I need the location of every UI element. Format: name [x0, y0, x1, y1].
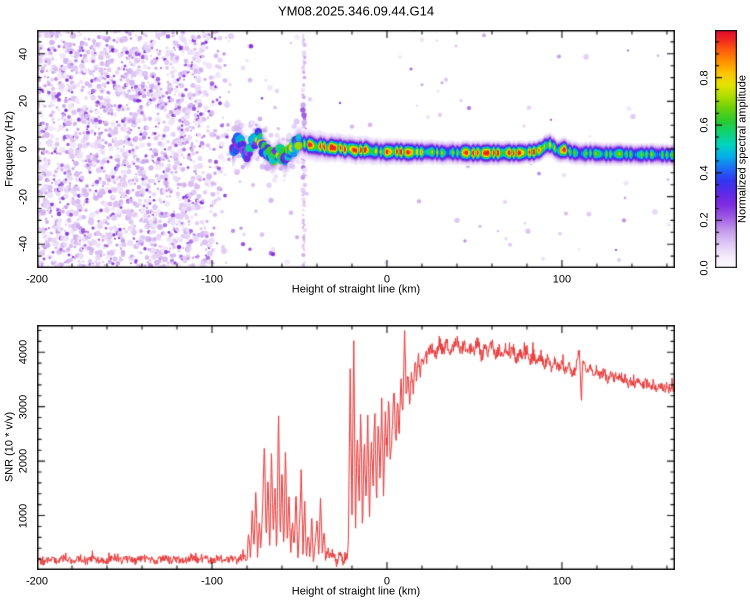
- colorbar: [715, 30, 737, 268]
- top-y-tick-label: 0: [17, 145, 30, 153]
- top-y-tick-label: -40: [17, 236, 30, 253]
- colorbar-tick-label: 0.6: [698, 117, 711, 133]
- colorbar-tick-label: 0.2: [698, 212, 711, 229]
- colorbar-label: Normalized spectral amplitude: [736, 75, 749, 223]
- colorbar-tick-label: 0.0: [698, 260, 711, 276]
- bottom-y-axis-label: SNR (10 * v/v): [3, 411, 16, 483]
- top-x-tick-label: -200: [25, 273, 49, 286]
- bottom-y-tick-label: 4000: [17, 339, 30, 365]
- bottom-x-tick-label: -200: [25, 575, 49, 588]
- top-x-tick-label: 0: [383, 273, 391, 286]
- top-y-axis-label: Frequency (Hz): [3, 111, 16, 187]
- chart-title: YM08.2025.346.09.44.G14: [277, 3, 435, 19]
- top-x-tick-label: 100: [552, 273, 572, 286]
- bottom-y-tick-label: 3000: [17, 394, 30, 419]
- top-y-tick-label: -20: [17, 188, 30, 205]
- colorbar-tick-label: 0.8: [698, 69, 711, 86]
- bottom-y-tick-label: 1000: [17, 503, 30, 528]
- snr-plot: [37, 325, 675, 570]
- spectrogram-plot: [37, 30, 675, 268]
- bottom-x-tick-label: 100: [552, 575, 572, 588]
- colorbar-tick-label: 0.4: [698, 165, 711, 181]
- bottom-x-tick-label: 0: [383, 575, 391, 588]
- top-y-tick-label: 40: [17, 47, 30, 60]
- bottom-y-tick-label: 2000: [17, 448, 30, 474]
- top-x-tick-label: -100: [200, 273, 223, 286]
- top-x-axis-label: Height of straight line (km): [291, 283, 421, 296]
- bottom-x-tick-label: -100: [200, 575, 223, 588]
- bottom-x-axis-label: Height of straight line (km): [291, 585, 421, 598]
- top-y-tick-label: 20: [17, 95, 30, 108]
